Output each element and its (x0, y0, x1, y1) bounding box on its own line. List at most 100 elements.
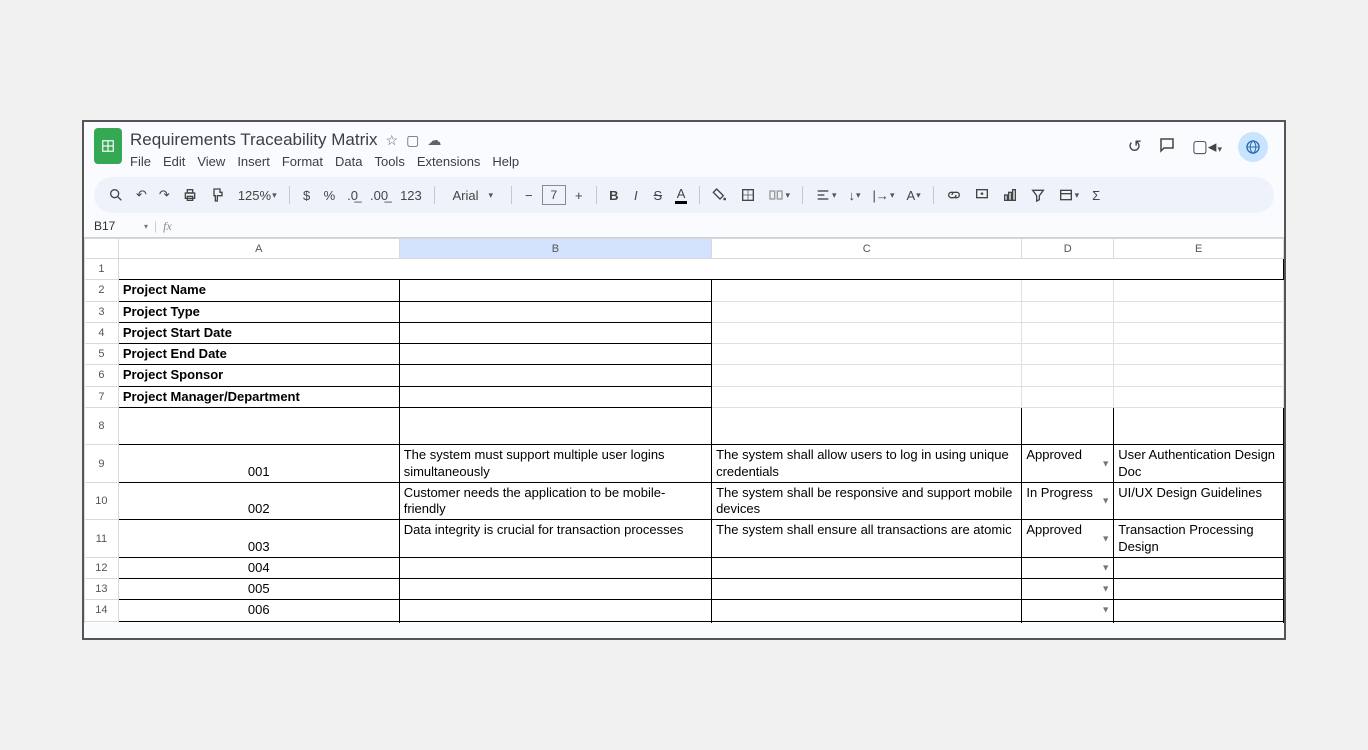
sheets-logo-icon[interactable] (94, 128, 122, 164)
meta-label[interactable]: Project Type (118, 301, 399, 322)
bold-button[interactable]: B (605, 186, 623, 205)
empty-cell[interactable] (712, 322, 1022, 343)
row-header-6[interactable]: 6 (85, 365, 119, 386)
meta-value[interactable] (399, 344, 711, 365)
cell-arch[interactable]: Transaction Processing Design (1114, 520, 1284, 558)
chevron-down-icon[interactable]: ▼ (1101, 605, 1110, 616)
comments-icon[interactable] (1158, 136, 1176, 159)
empty-cell[interactable] (1114, 365, 1284, 386)
cell-functional[interactable] (712, 621, 1022, 623)
cell-id[interactable]: 002 (118, 482, 399, 520)
currency-button[interactable]: $ (298, 186, 316, 205)
account-avatar[interactable] (1238, 132, 1268, 162)
menu-help[interactable]: Help (492, 154, 519, 169)
empty-cell[interactable] (712, 301, 1022, 322)
select-all-corner[interactable] (85, 239, 119, 259)
empty-cell[interactable] (1022, 344, 1114, 365)
rotate-button[interactable]: A▾ (902, 186, 924, 205)
meta-value[interactable] (399, 365, 711, 386)
menu-format[interactable]: Format (282, 154, 323, 169)
chevron-down-icon[interactable]: ▼ (1101, 562, 1110, 573)
cell-assumption[interactable] (399, 600, 711, 621)
row-header-15[interactable]: 15 (85, 621, 119, 623)
font-size-input[interactable]: 7 (542, 185, 566, 205)
empty-cell[interactable] (1022, 301, 1114, 322)
valign-button[interactable]: ↓▾ (845, 186, 865, 205)
col-header-A[interactable]: A (118, 239, 399, 259)
halign-button[interactable]: ▾ (811, 185, 841, 205)
undo-button[interactable]: ↶ (132, 185, 151, 205)
row-header-7[interactable]: 7 (85, 386, 119, 407)
menu-insert[interactable]: Insert (237, 154, 270, 169)
empty-cell[interactable] (1114, 386, 1284, 407)
empty-cell[interactable] (1022, 280, 1114, 301)
chevron-down-icon[interactable]: ▼ (1101, 458, 1110, 469)
col-header-C[interactable]: C (712, 239, 1022, 259)
cell-functional[interactable] (712, 579, 1022, 600)
row-header-2[interactable]: 2 (85, 280, 119, 301)
menu-tools[interactable]: Tools (374, 154, 404, 169)
empty-cell[interactable] (1022, 322, 1114, 343)
decrease-font-button[interactable]: − (520, 186, 538, 205)
cell-assumption[interactable] (399, 621, 711, 623)
cell-status[interactable]: ▼ (1022, 600, 1114, 621)
menu-edit[interactable]: Edit (163, 154, 185, 169)
name-box[interactable]: B17 (90, 217, 138, 235)
menu-view[interactable]: View (197, 154, 225, 169)
meta-label[interactable]: Project Start Date (118, 322, 399, 343)
col-header-D[interactable]: D (1022, 239, 1114, 259)
cell-functional[interactable]: The system shall ensure all transactions… (712, 520, 1022, 558)
chevron-down-icon[interactable]: ▼ (1101, 584, 1110, 595)
merge-button[interactable]: ▾ (764, 185, 794, 205)
chart-button[interactable] (998, 185, 1022, 205)
empty-cell[interactable] (712, 365, 1022, 386)
italic-button[interactable]: I (627, 186, 645, 205)
table-header[interactable]: Architectural/DesignDocument (1114, 407, 1284, 445)
chevron-down-icon[interactable]: ▼ (1101, 495, 1110, 506)
meta-label[interactable]: Project End Date (118, 344, 399, 365)
empty-cell[interactable] (1114, 280, 1284, 301)
tableview-button[interactable]: ▾ (1054, 185, 1084, 205)
meta-value[interactable] (399, 386, 711, 407)
cell-functional[interactable] (712, 557, 1022, 578)
text-color-button[interactable]: A (671, 184, 692, 206)
increase-decimal-button[interactable]: .00̲ (366, 186, 392, 205)
cell-arch[interactable] (1114, 579, 1284, 600)
link-button[interactable] (942, 185, 966, 205)
row-header-9[interactable]: 9 (85, 445, 119, 483)
cell-status[interactable]: Approved▼ (1022, 520, 1114, 558)
row-header-1[interactable]: 1 (85, 259, 119, 280)
borders-button[interactable] (736, 185, 760, 205)
row-header-12[interactable]: 12 (85, 557, 119, 578)
cell-id[interactable]: 003 (118, 520, 399, 558)
menu-extensions[interactable]: Extensions (417, 154, 481, 169)
col-header-E[interactable]: E (1114, 239, 1284, 259)
meta-value[interactable] (399, 280, 711, 301)
cell-functional[interactable] (712, 600, 1022, 621)
cell-id[interactable]: 004 (118, 557, 399, 578)
redo-button[interactable]: ↷ (155, 185, 174, 205)
wrap-button[interactable]: |→▾ (869, 186, 899, 205)
print-button[interactable] (178, 185, 202, 205)
cell-id[interactable]: 006 (118, 600, 399, 621)
increase-font-button[interactable]: + (570, 186, 588, 205)
history-icon[interactable]: ↺ (1128, 137, 1142, 157)
number-format-button[interactable]: 123 (396, 186, 426, 205)
row-header-8[interactable]: 8 (85, 407, 119, 445)
meta-label[interactable]: Project Name (118, 280, 399, 301)
meta-value[interactable] (399, 301, 711, 322)
cell-assumption[interactable]: Customer needs the application to be mob… (399, 482, 711, 520)
table-header[interactable]: Status (1022, 407, 1114, 445)
cell-status[interactable]: ▼ (1022, 579, 1114, 600)
row-header-10[interactable]: 10 (85, 482, 119, 520)
star-icon[interactable]: ☆ (386, 132, 399, 149)
empty-cell[interactable] (1114, 301, 1284, 322)
search-icon[interactable] (104, 185, 128, 205)
empty-cell[interactable] (1022, 386, 1114, 407)
filter-button[interactable] (1026, 185, 1050, 205)
table-header[interactable]: FunctionalRequirement (712, 407, 1022, 445)
cell-arch[interactable] (1114, 600, 1284, 621)
strikethrough-button[interactable]: S (649, 186, 667, 205)
cell-id[interactable]: 001 (118, 445, 399, 483)
cloud-icon[interactable]: ☁ (427, 132, 441, 149)
